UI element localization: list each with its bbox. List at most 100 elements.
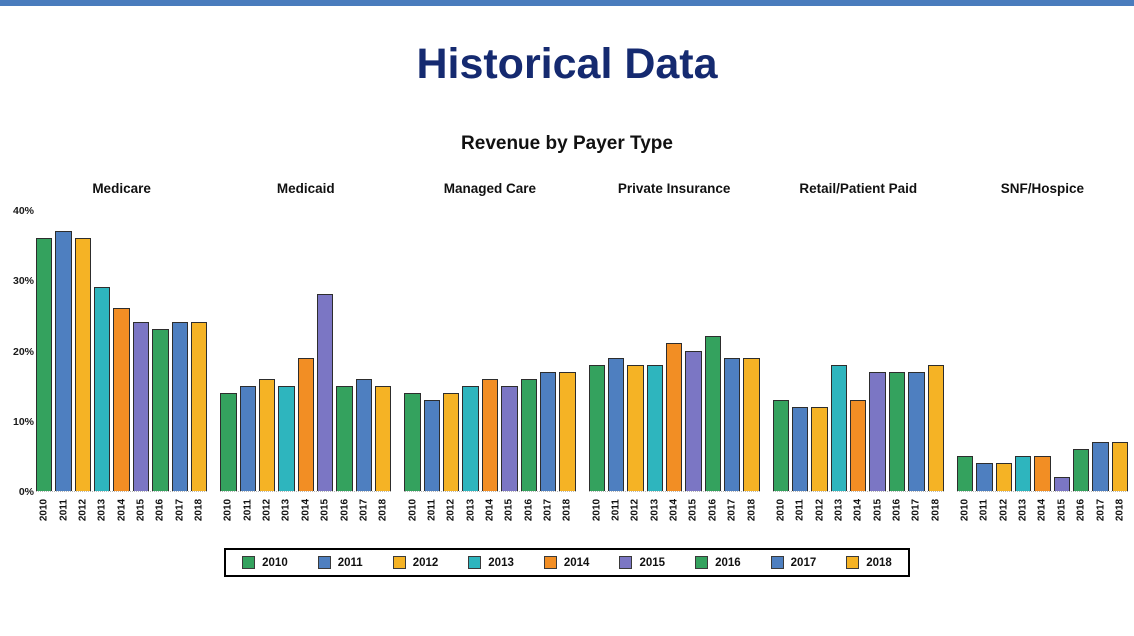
bar-medicare-2010[interactable] — [36, 238, 53, 491]
bar-snf-hospice-2016[interactable] — [1073, 448, 1090, 491]
x-tick-label: 2013 — [1017, 499, 1029, 522]
bar-slot-medicare-2017 — [171, 210, 188, 491]
bar-medicaid-2018[interactable] — [375, 385, 392, 491]
bar-slot-retail-patient-paid-2013 — [830, 210, 848, 491]
bar-retail-patient-paid-2014[interactable] — [850, 399, 867, 491]
x-tick-label: 2013 — [833, 499, 845, 522]
bar-managed-care-2012[interactable] — [443, 392, 460, 491]
bar-snf-hospice-2012[interactable] — [995, 462, 1012, 491]
legend-item-2014[interactable]: 2014 — [543, 556, 589, 569]
bar-slot-managed-care-2014 — [481, 210, 499, 491]
bar-managed-care-2016[interactable] — [520, 378, 537, 491]
x-tick-medicare-2016: 2016 — [152, 492, 168, 532]
bar-managed-care-2014[interactable] — [481, 378, 499, 491]
x-tick-label: 2011 — [794, 499, 806, 522]
bar-private-insurance-2010[interactable] — [588, 364, 605, 491]
bar-medicare-2017[interactable] — [171, 322, 188, 491]
bar-retail-patient-paid-2010[interactable] — [772, 399, 790, 491]
x-tick-label: 2016 — [154, 499, 166, 522]
legend-swatch-2010 — [242, 556, 256, 569]
bar-snf-hospice-2011[interactable] — [976, 462, 993, 491]
bar-medicaid-2016[interactable] — [336, 385, 353, 491]
bar-snf-hospice-2017[interactable] — [1092, 441, 1109, 491]
bar-managed-care-2015[interactable] — [501, 385, 518, 491]
bar-slot-private-insurance-2011 — [607, 210, 625, 491]
bar-medicare-2018[interactable] — [190, 322, 208, 491]
bar-retail-patient-paid-2015[interactable] — [869, 371, 886, 491]
bar-managed-care-2017[interactable] — [539, 371, 557, 491]
bar-snf-hospice-2018[interactable] — [1111, 441, 1129, 491]
x-tick-medicaid-2011: 2011 — [240, 492, 256, 532]
y-tick-20: 20% — [12, 345, 34, 358]
bar-private-insurance-2013[interactable] — [646, 364, 663, 491]
bar-private-insurance-2017[interactable] — [724, 357, 741, 491]
x-tick-label: 2017 — [910, 499, 922, 522]
panel-title-snf-hospice: SNF/Hospice — [1000, 181, 1085, 196]
x-tick-snf-hospice-2011: 2011 — [976, 492, 992, 532]
legend-item-2018[interactable]: 2018 — [846, 556, 892, 569]
legend-item-2012[interactable]: 2012 — [392, 556, 439, 569]
x-tick-retail-patient-paid-2013: 2013 — [831, 492, 847, 532]
bar-retail-patient-paid-2013[interactable] — [830, 364, 848, 491]
bar-retail-patient-paid-2011[interactable] — [792, 406, 809, 491]
panel-private-insurance: Private Insurance 2010 2011 2012 2013 2014 201… — [588, 181, 760, 532]
panel-title-medicaid: Medicaid — [276, 181, 335, 196]
legend-item-2011[interactable]: 2011 — [317, 556, 363, 569]
bar-snf-hospice-2014[interactable] — [1034, 455, 1051, 491]
bar-slot-private-insurance-2010 — [588, 210, 605, 491]
bar-medicare-2013[interactable] — [94, 287, 111, 491]
legend: 2010 2011 2012 2013 2014 2015 2016 2017 2018 — [224, 548, 910, 577]
bar-medicare-2016[interactable] — [152, 329, 169, 491]
legend-item-2015[interactable]: 2015 — [619, 556, 665, 569]
x-tick-medicaid-2012: 2012 — [259, 492, 275, 532]
bars-row-retail-patient-paid — [772, 210, 944, 492]
y-tick-40: 40% — [12, 205, 34, 217]
bar-snf-hospice-2010[interactable] — [956, 455, 974, 491]
bar-snf-hospice-2013[interactable] — [1014, 455, 1032, 491]
bar-medicare-2014[interactable] — [113, 308, 130, 491]
bar-medicaid-2015[interactable] — [316, 294, 334, 491]
bar-medicare-2012[interactable] — [74, 238, 92, 491]
legend-item-2013[interactable]: 2013 — [468, 556, 514, 569]
chart-panels: Medicare 2010 2011 2012 2013 2014 2015 2016 2017… — [36, 181, 1129, 532]
legend-label-2010: 2010 — [262, 556, 288, 569]
bar-private-insurance-2012[interactable] — [627, 364, 644, 491]
bar-medicaid-2011[interactable] — [239, 385, 256, 491]
bar-managed-care-2013[interactable] — [462, 385, 479, 491]
bar-private-insurance-2016[interactable] — [704, 336, 722, 491]
bar-retail-patient-paid-2012[interactable] — [811, 406, 828, 491]
bar-retail-patient-paid-2017[interactable] — [908, 371, 925, 491]
bar-slot-medicare-2013 — [94, 210, 111, 491]
bar-retail-patient-paid-2016[interactable] — [888, 371, 906, 491]
bar-medicaid-2017[interactable] — [355, 378, 373, 491]
bar-slot-private-insurance-2017 — [724, 210, 741, 491]
bar-slot-retail-patient-paid-2012 — [811, 210, 828, 491]
x-tick-retail-patient-paid-2012: 2012 — [811, 492, 827, 532]
bar-private-insurance-2015[interactable] — [685, 350, 702, 491]
bar-medicaid-2014[interactable] — [297, 357, 314, 491]
bar-medicare-2015[interactable] — [132, 322, 150, 491]
bar-slot-managed-care-2012 — [443, 210, 460, 491]
panel-title-retail-patient-paid: Retail/Patient Paid — [799, 181, 918, 196]
legend-item-2017[interactable]: 2017 — [770, 556, 816, 569]
x-labels-managed-care: 2010 2011 2012 2013 2014 2015 2016 2017 2018 — [404, 492, 575, 532]
legend-label-2011: 2011 — [337, 556, 363, 569]
bar-medicare-2011[interactable] — [55, 231, 72, 491]
bar-private-insurance-2018[interactable] — [743, 357, 760, 491]
x-tick-label: 2011 — [610, 499, 622, 522]
legend-item-2010[interactable]: 2010 — [242, 556, 288, 569]
bar-medicaid-2012[interactable] — [258, 378, 276, 491]
bar-private-insurance-2011[interactable] — [607, 357, 625, 491]
bar-retail-patient-paid-2018[interactable] — [927, 364, 944, 491]
legend-label-2012: 2012 — [412, 556, 439, 569]
bar-private-insurance-2014[interactable] — [665, 343, 683, 491]
bar-slot-managed-care-2010 — [404, 210, 421, 491]
bar-medicaid-2010[interactable] — [220, 392, 237, 491]
bar-managed-care-2018[interactable] — [559, 371, 576, 491]
bar-slot-retail-patient-paid-2015 — [869, 210, 886, 491]
bar-snf-hospice-2015[interactable] — [1053, 476, 1071, 491]
bar-managed-care-2010[interactable] — [404, 392, 421, 491]
bar-medicaid-2013[interactable] — [278, 385, 295, 491]
bar-managed-care-2011[interactable] — [423, 399, 441, 491]
legend-item-2016[interactable]: 2016 — [695, 556, 741, 569]
